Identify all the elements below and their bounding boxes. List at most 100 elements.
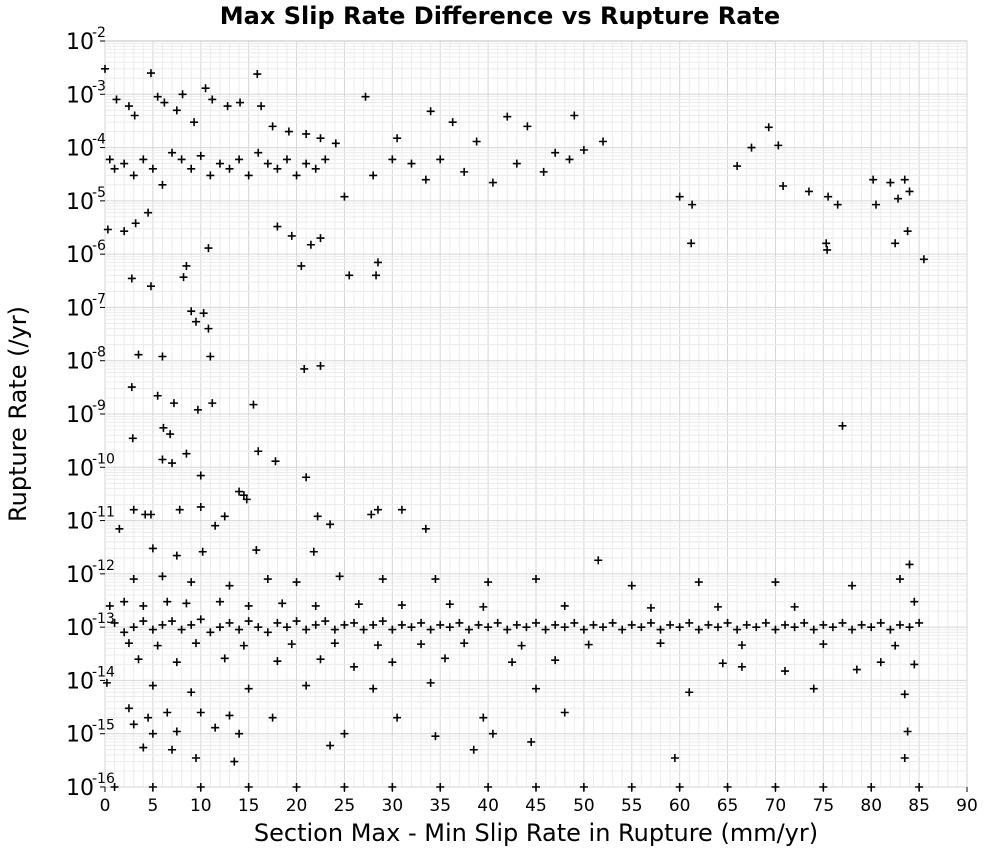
data-point (326, 520, 335, 529)
data-point (127, 274, 136, 283)
data-point (330, 625, 339, 634)
data-point (331, 139, 340, 148)
data-point (168, 617, 177, 626)
data-point (120, 159, 129, 168)
data-point (670, 754, 679, 763)
data-point (182, 449, 191, 458)
data-point (512, 159, 521, 168)
data-point (313, 512, 322, 521)
y-tick-label: 10 (66, 776, 94, 801)
data-point (761, 618, 770, 627)
data-point (867, 783, 876, 791)
y-tick-exponent: -6 (92, 238, 106, 254)
data-point (182, 261, 191, 270)
data-point (110, 783, 119, 791)
data-point (833, 200, 842, 209)
y-tick-exponent: -7 (92, 291, 106, 307)
data-point (172, 658, 181, 667)
data-point (129, 623, 138, 632)
data-point (168, 459, 177, 468)
data-point (472, 137, 481, 146)
data-point (823, 245, 832, 254)
data-point (158, 455, 167, 464)
data-point (129, 575, 138, 584)
data-point (179, 273, 188, 282)
data-point (284, 127, 293, 136)
data-point (134, 655, 143, 664)
data-point (120, 597, 129, 606)
data-point (523, 122, 532, 131)
data-point (579, 146, 588, 155)
data-point (493, 618, 502, 627)
data-point (488, 178, 497, 187)
x-tick-label: 10 (190, 796, 212, 816)
data-point (560, 601, 569, 610)
data-point (733, 162, 742, 171)
data-point (148, 164, 157, 173)
data-point (718, 659, 727, 668)
data-point (539, 167, 548, 176)
data-point (129, 720, 138, 729)
x-axis-ticks: 0 5 10 15 20 25 30 35 40 45 50 55 60 65 70 75 80 85 90 (100, 787, 978, 816)
data-point (627, 581, 636, 590)
data-point (146, 282, 155, 291)
data-point (809, 625, 818, 634)
data-point (369, 684, 378, 693)
data-point (886, 178, 895, 187)
data-point (191, 317, 200, 326)
data-point (204, 244, 213, 253)
y-tick-exponent: -16 (92, 771, 115, 787)
data-point (421, 524, 430, 533)
data-point (306, 240, 315, 249)
data-point (397, 620, 406, 629)
data-point (685, 688, 694, 697)
data-point (182, 599, 191, 608)
data-point (115, 524, 124, 533)
data-point (311, 620, 320, 629)
data-point (220, 654, 229, 663)
data-point (244, 783, 253, 791)
data-point (771, 783, 780, 791)
data-point (311, 601, 320, 610)
data-point (779, 182, 788, 191)
data-point (124, 102, 133, 111)
data-point (867, 623, 876, 632)
data-point (464, 625, 473, 634)
x-tick-label: 75 (813, 796, 835, 816)
data-point (235, 155, 244, 164)
y-axis-title: Rupture Rate (/yr) (4, 306, 32, 522)
data-point (565, 155, 574, 164)
data-point (196, 151, 205, 160)
data-point (809, 684, 818, 693)
data-point (201, 84, 210, 93)
data-point (316, 234, 325, 243)
y-tick-label: 10 (66, 137, 94, 162)
data-point (579, 625, 588, 634)
x-tick-label: 70 (765, 796, 787, 816)
data-point (441, 654, 450, 663)
data-point (340, 620, 349, 629)
data-point (551, 148, 560, 157)
data-point (431, 575, 440, 584)
data-point (187, 307, 196, 316)
data-point (166, 430, 175, 439)
data-point (220, 512, 229, 521)
data-point (148, 625, 157, 634)
data-point (287, 231, 296, 240)
data-point (532, 684, 540, 693)
data-point (292, 171, 301, 180)
y-tick-label: 10 (66, 190, 94, 215)
data-point (153, 641, 162, 650)
data-point (819, 640, 828, 649)
data-point (139, 743, 148, 752)
data-point (302, 129, 311, 138)
data-point (239, 491, 248, 500)
data-point (321, 617, 330, 626)
data-point (146, 510, 155, 519)
y-tick-label: 10 (66, 456, 94, 481)
data-point (302, 159, 311, 168)
data-point (895, 575, 904, 584)
data-point (891, 239, 900, 248)
data-point (752, 623, 761, 632)
data-point (196, 708, 205, 717)
